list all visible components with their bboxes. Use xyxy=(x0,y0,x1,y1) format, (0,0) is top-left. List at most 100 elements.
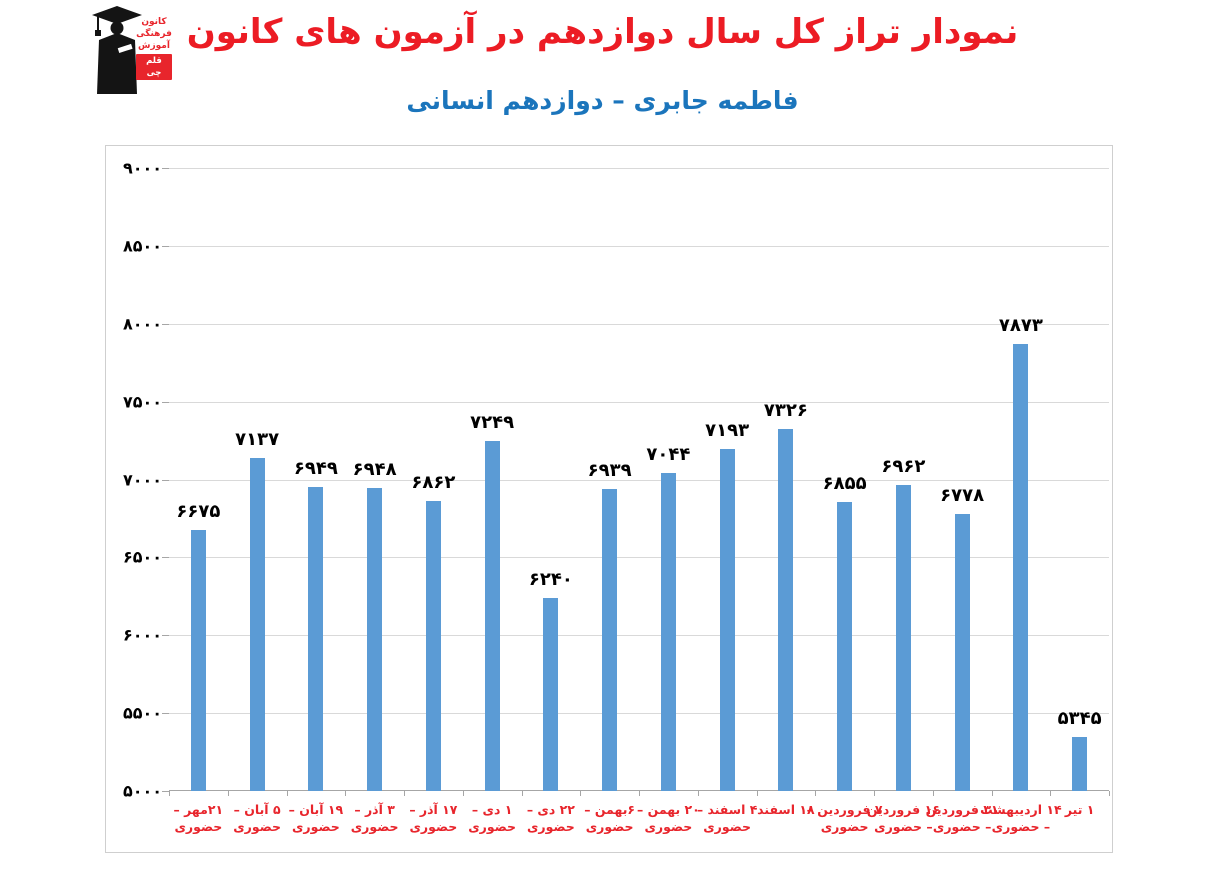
x-axis-tick xyxy=(462,791,464,796)
gridline xyxy=(169,635,1109,637)
x-axis-tick xyxy=(697,791,699,796)
bar-value-label-2: ۷۱۳۷ xyxy=(235,429,280,451)
chart-title: نمودار تراز کل سال دوازدهم در آزمون های … xyxy=(186,12,1019,52)
chart-subtitle: فاطمه جابری – دوازدهم انسانی xyxy=(406,86,799,115)
bar-value-label-1: ۶۶۷۵ xyxy=(176,501,221,523)
bar-value-label-7: ۶۲۴۰ xyxy=(528,568,573,590)
y-axis-label: ۶۵۰۰ xyxy=(122,547,162,567)
bar-1 xyxy=(190,530,206,791)
x-axis-tick xyxy=(521,791,523,796)
bar-6 xyxy=(484,440,500,791)
x-axis-label-line1: ۷ فروردین – xyxy=(806,802,883,817)
x-axis-label-line2: حضوری xyxy=(644,819,693,834)
x-axis-tick xyxy=(286,791,288,796)
x-axis-line xyxy=(169,790,1109,791)
x-axis-label-line2: حضوری xyxy=(526,819,575,834)
x-axis-label-line2: حضوری xyxy=(820,819,869,834)
x-axis-tick xyxy=(991,791,993,796)
x-axis-label-14: ۳۱ فروردین – حضوری xyxy=(926,801,999,835)
x-axis-tick xyxy=(580,791,582,796)
logo-line-1: کانون xyxy=(141,17,167,27)
x-axis-label-13: ۱۶ فروردین – حضوری xyxy=(867,801,940,835)
x-axis-label-9: ۲۰ بهمن – حضوری xyxy=(637,801,700,835)
x-axis-tick xyxy=(932,791,934,796)
bar-value-label-8: ۶۹۳۹ xyxy=(587,460,632,482)
bar-4 xyxy=(367,487,383,791)
y-axis-label: ۷۰۰۰ xyxy=(122,470,162,489)
gridline xyxy=(169,323,1109,325)
x-axis-tick xyxy=(639,791,640,796)
x-axis-label-line1: ۱۸ اسفند xyxy=(757,802,815,817)
x-axis-label-2: ۵ آبان – حضوری xyxy=(233,801,281,835)
bar-12 xyxy=(837,502,853,791)
logo-line-2: فرهنگی xyxy=(136,29,172,39)
bar-value-label-14: ۶۷۷۸ xyxy=(940,485,985,507)
logo-text: کانون فرهنگی آموزش قلم چی xyxy=(136,16,172,80)
x-axis-label-16: ۱ تیر xyxy=(1065,801,1095,818)
bar-5 xyxy=(425,501,441,791)
logo-badge: قلم چی xyxy=(136,54,172,80)
x-axis-label-line2: حضوری xyxy=(585,819,634,834)
x-axis-label-line1: ۱ دی – xyxy=(471,802,513,817)
bar-value-label-6: ۷۲۴۹ xyxy=(470,411,515,433)
x-axis-tick xyxy=(756,791,758,796)
x-axis-label-line1: ۱۹ آبان – xyxy=(288,802,344,817)
y-axis-tick xyxy=(162,557,169,559)
gridline xyxy=(169,713,1109,715)
y-axis-tick xyxy=(162,713,169,715)
bar-3 xyxy=(308,487,324,791)
x-axis-label-12: ۷ فروردین – حضوری xyxy=(807,801,883,835)
bar-value-label-5: ۶۸۶۲ xyxy=(411,472,456,493)
bar-16 xyxy=(1072,737,1088,791)
x-axis-label-line1: ۴ اسفند – xyxy=(696,802,758,817)
x-axis-tick xyxy=(404,791,405,796)
x-axis-tick xyxy=(227,791,229,796)
chart-box: ۵۰۰۰ ۵۵۰۰ ۶۰۰۰ ۶۵۰۰ ۷۰۰۰ ۷۵۰۰ ۸۰۰۰ ۸۵۰۰ ۹۰۰۰ ۶۶۷۵… xyxy=(105,145,1113,853)
bar-11 xyxy=(778,428,794,791)
gridline xyxy=(169,168,1109,169)
x-axis-label-11: ۱۸ اسفند xyxy=(757,801,815,818)
y-axis-label: ۷۵۰۰ xyxy=(122,392,162,412)
y-axis-label: ۵۰۰۰ xyxy=(122,781,162,801)
x-axis-label-line2: حضوری xyxy=(350,819,399,834)
x-axis-label-line1: ۱۷ آذر – xyxy=(409,802,458,817)
y-axis-label: ۸۵۰۰ xyxy=(122,236,162,256)
bar-2 xyxy=(249,458,265,791)
x-axis-label-line1: ۵ آبان – xyxy=(233,802,281,817)
x-axis-tick xyxy=(345,791,347,796)
x-axis-label-line1: ۱ تیر xyxy=(1064,802,1095,817)
x-axis-tick xyxy=(1050,791,1052,796)
x-axis-label-8: ۶بهمن – حضوری xyxy=(584,801,635,835)
bar-14 xyxy=(954,514,970,791)
x-axis-label-line1: ۲۰ بهمن – xyxy=(636,802,700,817)
bar-value-label-3: ۶۹۴۹ xyxy=(293,458,338,480)
y-axis-tick xyxy=(162,401,169,403)
gridline xyxy=(169,557,1109,559)
x-axis-label-line1: ۱۶ فروردین xyxy=(866,802,940,817)
y-axis-label: ۹۰۰۰ xyxy=(122,158,162,178)
x-axis-tick xyxy=(1109,791,1110,796)
y-axis-tick xyxy=(162,479,169,481)
y-axis-tick xyxy=(162,245,169,247)
x-axis-label-line2: – حضوری xyxy=(991,819,1051,834)
gridline xyxy=(169,245,1109,247)
x-axis-tick xyxy=(874,791,875,796)
x-axis-label-7: ۲۲ دی – حضوری xyxy=(527,801,575,835)
x-axis-label-line1: ۳ آذر – xyxy=(354,802,395,817)
y-axis-tick xyxy=(162,635,169,637)
x-axis-label-line2: حضوری xyxy=(174,819,223,834)
y-axis-label: ۵۵۰۰ xyxy=(122,703,162,723)
y-axis-label: ۶۰۰۰ xyxy=(122,625,162,645)
x-axis-label-15: ۱۴ اردیبهشت – حضوری xyxy=(980,801,1062,835)
x-axis-label-1: ۲۱مهر – حضوری xyxy=(174,801,224,835)
kanoon-logo: کانون فرهنگی آموزش قلم چی xyxy=(88,4,174,94)
bar-13 xyxy=(895,485,911,791)
logo-line-3: آموزش xyxy=(138,41,170,51)
bar-value-label-11: ۷۳۲۶ xyxy=(763,399,808,421)
bar-value-label-10: ۷۱۹۳ xyxy=(705,420,750,442)
y-axis-tick xyxy=(162,791,169,792)
x-axis-label-line2: حضوری xyxy=(703,819,752,834)
y-axis-label: ۸۰۰۰ xyxy=(122,314,162,334)
graduate-figure-icon xyxy=(92,6,142,94)
